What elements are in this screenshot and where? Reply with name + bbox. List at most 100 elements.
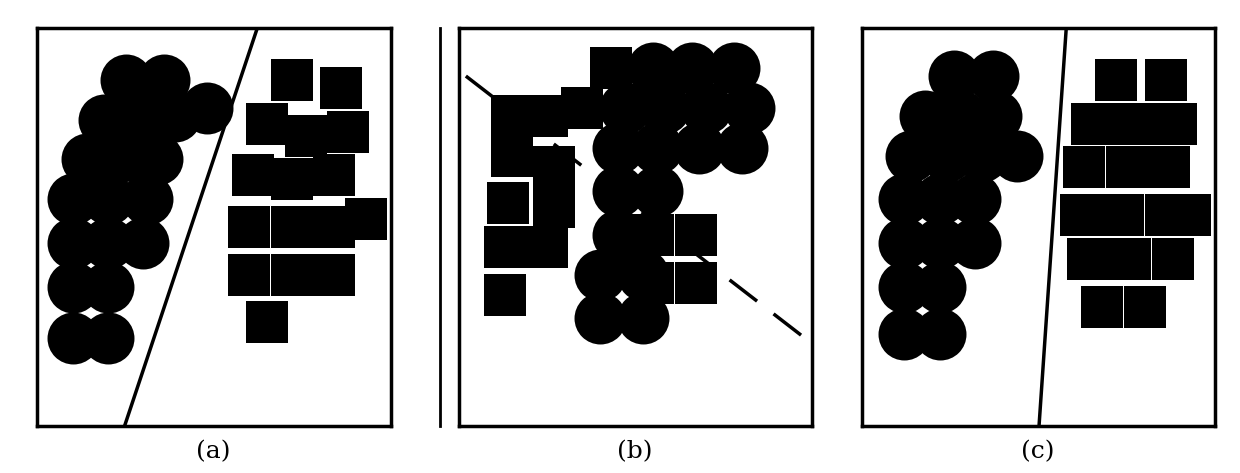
Point bbox=[62, 283, 82, 290]
Point bbox=[1156, 76, 1176, 84]
Point bbox=[98, 334, 118, 342]
Point bbox=[356, 215, 376, 223]
Point bbox=[502, 152, 522, 159]
Point bbox=[686, 231, 706, 239]
Point bbox=[1123, 120, 1143, 128]
Point bbox=[1167, 120, 1187, 128]
Point bbox=[653, 104, 673, 112]
Point bbox=[930, 283, 950, 290]
Point bbox=[986, 112, 1006, 120]
Point bbox=[615, 104, 635, 112]
Point bbox=[1106, 76, 1126, 84]
Point bbox=[1135, 303, 1154, 310]
Point bbox=[133, 239, 153, 247]
Point bbox=[1159, 164, 1179, 171]
Point bbox=[537, 112, 557, 120]
Point bbox=[724, 64, 744, 72]
Point bbox=[930, 239, 950, 247]
Point bbox=[965, 239, 985, 247]
Point bbox=[930, 331, 950, 338]
Point bbox=[1007, 152, 1027, 159]
Point bbox=[331, 84, 351, 92]
Point bbox=[644, 64, 663, 72]
Point bbox=[495, 243, 515, 251]
Point bbox=[544, 164, 564, 171]
Point bbox=[632, 271, 652, 279]
Text: (a): (a) bbox=[196, 440, 231, 463]
Point bbox=[647, 187, 667, 195]
Point bbox=[98, 283, 118, 290]
Point bbox=[502, 112, 522, 120]
Point bbox=[281, 76, 301, 84]
Point bbox=[239, 271, 259, 279]
Point bbox=[165, 112, 185, 120]
Point bbox=[894, 283, 914, 290]
Point bbox=[257, 120, 277, 128]
Point bbox=[608, 231, 627, 239]
Point bbox=[632, 315, 652, 322]
Point bbox=[115, 76, 135, 84]
Point bbox=[537, 243, 557, 251]
Point bbox=[894, 239, 914, 247]
Point bbox=[689, 144, 709, 151]
Point bbox=[281, 271, 301, 279]
Point bbox=[1071, 211, 1091, 219]
Point bbox=[573, 104, 593, 112]
Point bbox=[894, 195, 914, 203]
Point bbox=[697, 104, 717, 112]
Text: (c): (c) bbox=[1021, 440, 1055, 463]
Point bbox=[1163, 255, 1183, 263]
Point bbox=[197, 104, 217, 112]
Point bbox=[94, 116, 114, 123]
Point bbox=[936, 152, 956, 159]
Point bbox=[544, 203, 564, 211]
Point bbox=[982, 72, 1002, 80]
Point bbox=[608, 187, 627, 195]
Point bbox=[281, 175, 301, 183]
Point bbox=[1114, 211, 1133, 219]
Point bbox=[1092, 303, 1112, 310]
Point bbox=[243, 172, 263, 179]
Point bbox=[155, 76, 175, 84]
Point bbox=[894, 331, 914, 338]
Point bbox=[98, 239, 118, 247]
Point bbox=[682, 64, 702, 72]
Point bbox=[915, 112, 935, 120]
Point bbox=[739, 104, 759, 112]
Point bbox=[1075, 164, 1095, 171]
Point bbox=[951, 112, 971, 120]
Point bbox=[608, 144, 627, 151]
Point bbox=[324, 223, 343, 231]
Point bbox=[732, 144, 751, 151]
Point bbox=[1156, 211, 1176, 219]
Point bbox=[1078, 255, 1097, 263]
Point bbox=[590, 271, 610, 279]
Point bbox=[62, 195, 82, 203]
Point bbox=[148, 156, 167, 163]
Point bbox=[901, 152, 921, 159]
Point bbox=[62, 334, 82, 342]
Point bbox=[136, 195, 156, 203]
Point bbox=[281, 223, 301, 231]
Point bbox=[324, 172, 343, 179]
Point bbox=[965, 195, 985, 203]
Point bbox=[257, 319, 277, 326]
Text: (b): (b) bbox=[618, 440, 652, 463]
Point bbox=[972, 152, 992, 159]
Point bbox=[1121, 255, 1141, 263]
Point bbox=[296, 132, 316, 140]
Point bbox=[590, 315, 610, 322]
Point bbox=[77, 156, 97, 163]
Point bbox=[930, 195, 950, 203]
Point bbox=[130, 112, 150, 120]
Point bbox=[498, 200, 518, 207]
Point bbox=[944, 72, 963, 80]
Point bbox=[601, 64, 621, 72]
Point bbox=[686, 279, 706, 287]
Point bbox=[239, 223, 259, 231]
Point bbox=[112, 152, 131, 159]
Point bbox=[339, 128, 358, 135]
Point bbox=[1081, 120, 1101, 128]
Point bbox=[62, 239, 82, 247]
Point bbox=[644, 231, 663, 239]
